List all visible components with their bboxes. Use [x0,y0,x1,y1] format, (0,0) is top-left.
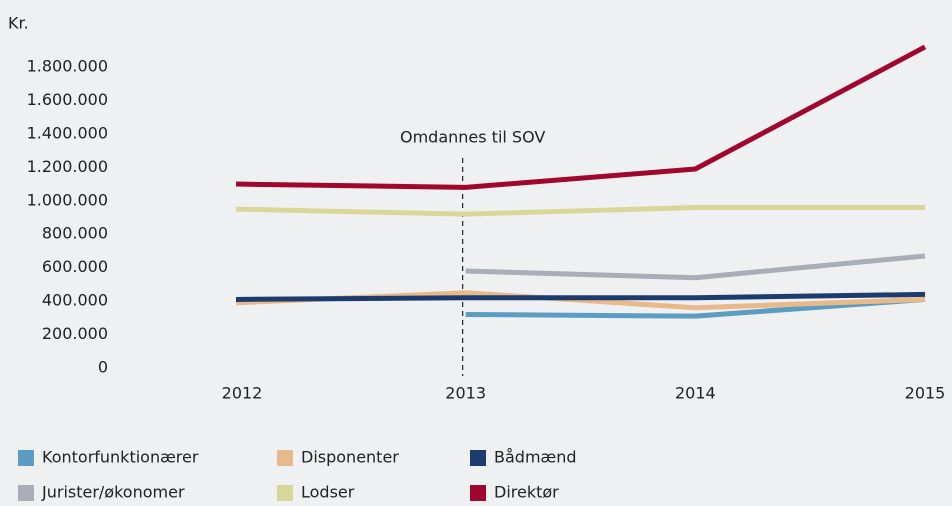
x-tick-label: 2012 [222,384,263,403]
legend-label: Lodser [301,483,355,502]
legend-swatch [470,485,486,501]
series-line [465,296,926,319]
y-axis-label: Kr. [8,14,29,33]
annotation: Omdannes til SOV [400,128,545,147]
series-line [235,291,926,302]
x-tick-label: 2015 [905,384,946,403]
y-tick-label: 1.000.000 [27,190,108,209]
legend-label: Direktør [494,483,559,502]
y-tick-label: 200.000 [42,324,108,343]
y-tick-label: 600.000 [42,257,108,276]
y-tick-label: 1.400.000 [27,123,108,142]
x-tick-label: 2013 [445,384,486,403]
legend-swatch [470,450,486,466]
y-tick-label: 0 [98,358,108,377]
legend-swatch [277,450,293,466]
legend-swatch [18,485,34,501]
legend-swatch [277,485,293,501]
legend-swatch [18,450,34,466]
legend-label: Disponenter [301,448,399,467]
series-line [235,204,925,217]
legend-label: Kontorfunktionærer [42,448,199,467]
y-tick-label: 1.600.000 [27,90,108,109]
y-tick-label: 1.800.000 [27,57,108,76]
series-line [465,253,926,281]
legend-label: Bådmænd [494,448,577,467]
x-tick-label: 2014 [675,384,716,403]
y-tick-label: 800.000 [42,224,108,243]
legend-label: Jurister/økonomer [41,483,185,502]
y-tick-label: 400.000 [42,291,108,310]
y-tick-label: 1.200.000 [27,157,108,176]
series-line [235,44,927,190]
